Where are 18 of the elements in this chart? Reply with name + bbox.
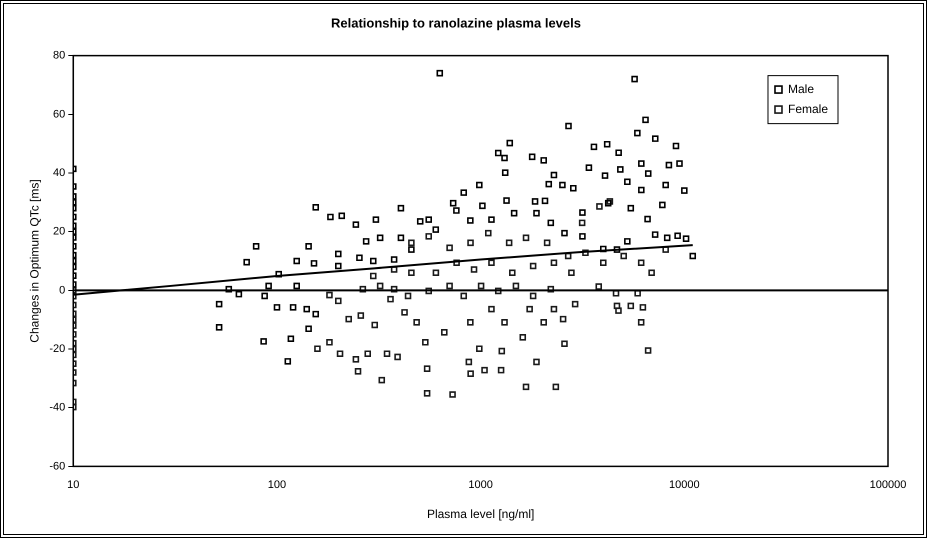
x-tick-label: 10 [67,479,80,492]
legend-label: Female [788,102,828,116]
x-tick-label: 100 [268,479,286,492]
x-axis-title: Plasma level [ng/ml] [426,507,534,522]
y-tick-label: 0 [59,284,66,296]
y-tick-label: 20 [53,226,66,238]
y-tick-label: -60 [49,460,66,472]
x-tick-label: 100000 [870,479,906,492]
x-tick-label: 1000 [468,479,493,492]
x-tick-label: 10000 [669,479,700,492]
y-tick-label: 80 [53,50,66,62]
y-tick-label: -40 [49,402,66,414]
y-axis-title: Changes in Optimum QTc [ms] [28,179,42,343]
chart-title: Relationship to ranolazine plasma levels [331,15,581,30]
legend-label: Male [788,82,814,96]
y-tick-label: 60 [53,108,66,120]
y-tick-label: 40 [53,167,66,180]
y-tick-label: -20 [49,343,66,356]
